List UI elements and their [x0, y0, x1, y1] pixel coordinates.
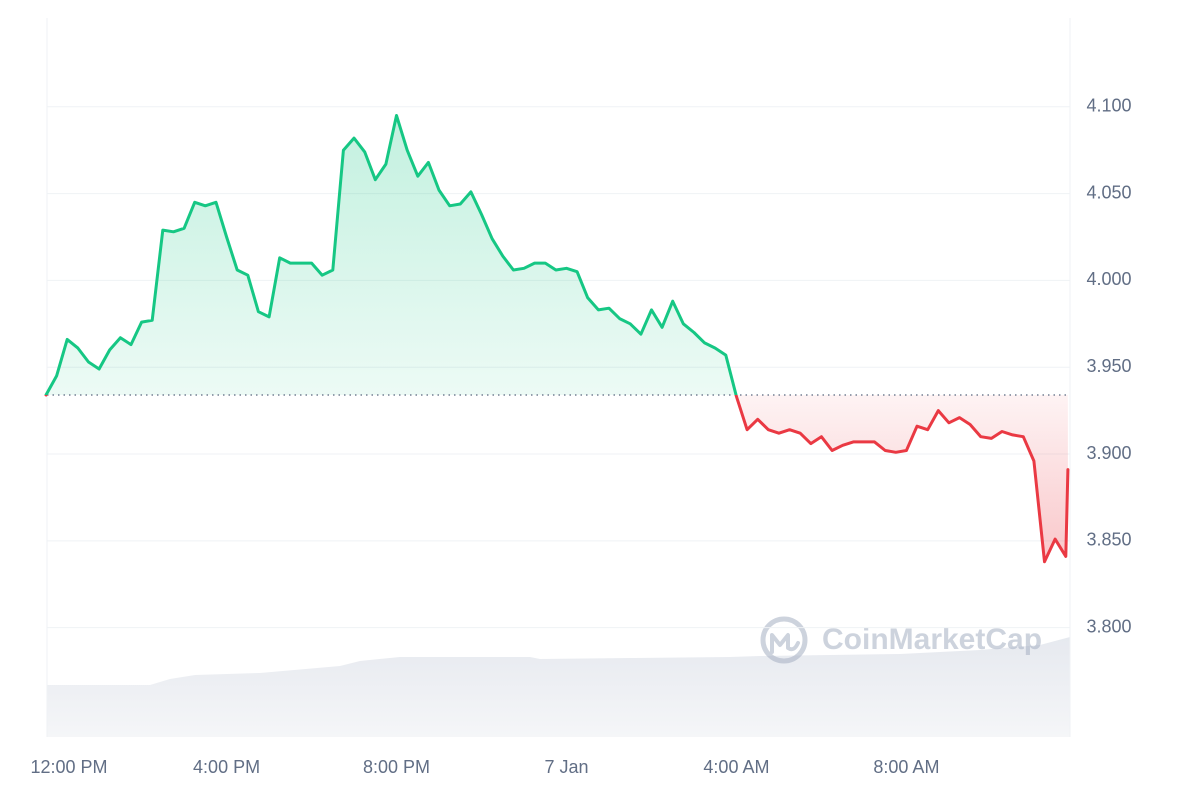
y-tick-label: 3.850: [1086, 530, 1131, 550]
watermark-text: CoinMarketCap: [822, 623, 1042, 656]
watermark: CoinMarketCap: [760, 616, 1042, 664]
price-line: [44, 114, 1070, 564]
y-tick-label: 3.900: [1086, 443, 1131, 463]
x-tick-label: 7 Jan: [544, 757, 588, 777]
x-tick-label: 8:00 PM: [363, 757, 430, 777]
x-tick-label: 4:00 AM: [703, 757, 769, 777]
x-tick-label: 8:00 AM: [873, 757, 939, 777]
y-tick-label: 4.000: [1086, 269, 1131, 289]
y-tick-label: 4.050: [1086, 182, 1131, 202]
volume-backdrop: [47, 637, 1070, 737]
y-tick-label: 3.800: [1086, 616, 1131, 636]
x-tick-label: 4:00 PM: [193, 757, 260, 777]
y-tick-label: 4.100: [1086, 96, 1131, 116]
x-tick-label: 12:00 PM: [30, 757, 107, 777]
area-fill: [46, 115, 1068, 562]
y-tick-label: 3.950: [1086, 356, 1131, 376]
